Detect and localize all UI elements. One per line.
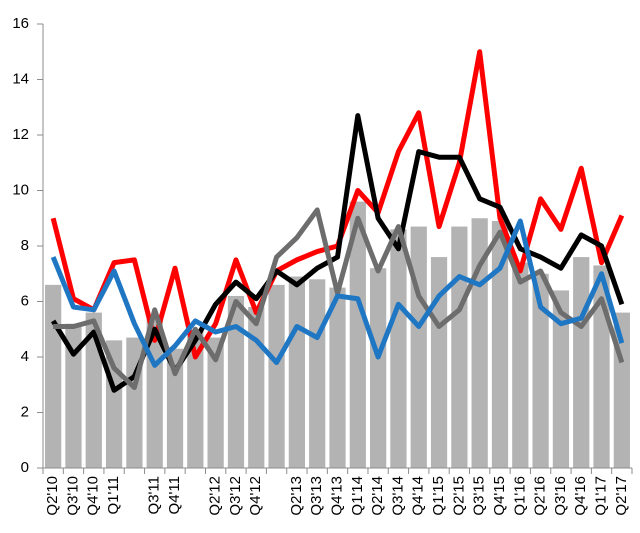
bar <box>166 348 184 468</box>
bar <box>207 337 224 468</box>
bar <box>451 226 468 468</box>
x-tick-label: Q3'16 <box>552 476 569 516</box>
x-tick-label: Q3'11 <box>146 476 163 514</box>
x-tick-label: Q4'14 <box>410 476 427 516</box>
bar <box>532 273 549 468</box>
bar <box>45 284 62 468</box>
x-tick-label: Q1'17 <box>593 476 610 516</box>
x-tick-label: Q1'16 <box>511 476 528 516</box>
bar <box>410 226 427 468</box>
y-tick-label: 10 <box>12 181 29 198</box>
y-tick-label: 4 <box>21 348 29 365</box>
x-tick-label: Q2'17 <box>613 476 630 516</box>
bar <box>248 307 265 468</box>
bar <box>552 290 570 468</box>
bar <box>349 201 366 468</box>
bar <box>573 257 590 468</box>
y-tick-label: 14 <box>12 70 29 87</box>
x-tick-label: Q4'13 <box>328 476 345 516</box>
x-tick-label: Q2'12 <box>207 476 224 516</box>
bar <box>491 221 509 468</box>
bar <box>309 279 326 468</box>
bar <box>85 312 102 468</box>
x-tick-label: Q4'12 <box>247 476 264 516</box>
bar <box>65 323 82 468</box>
x-tick-label: Q3'12 <box>227 476 244 516</box>
line <box>50 218 625 368</box>
x-tick-label: Q2'10 <box>44 476 61 516</box>
x-tick-label: Q2'14 <box>369 476 386 516</box>
x-tick-label: Q4'11 <box>166 476 183 514</box>
bar <box>329 287 346 468</box>
x-tick-label: Q4'10 <box>85 476 102 516</box>
x-tick-label: Q2'15 <box>450 476 467 516</box>
x-tick-label: Q3'10 <box>64 476 81 516</box>
x-tick-label: Q2'16 <box>532 476 549 516</box>
x-tick-label: Q1'14 <box>349 476 366 516</box>
bar <box>512 262 529 468</box>
x-tick-label: Q1'15 <box>430 476 447 516</box>
y-tick-label: 12 <box>12 126 29 143</box>
x-tick-label: Q3'14 <box>389 476 406 516</box>
x-tick-label: Q1'11 <box>105 476 122 514</box>
bar <box>430 257 448 468</box>
x-tick-label: Q3'15 <box>471 476 488 516</box>
bar <box>288 276 306 468</box>
x-tick-label: Q3'13 <box>308 476 325 516</box>
y-tick-label: 2 <box>21 403 29 420</box>
x-tick-label: Q4'16 <box>572 476 589 516</box>
y-tick-label: 6 <box>21 292 29 309</box>
line <box>53 207 625 391</box>
bar <box>369 268 387 468</box>
bar <box>268 284 285 468</box>
bar <box>227 295 245 468</box>
x-tick-label: Q4'15 <box>491 476 508 516</box>
y-tick-label: 16 <box>12 15 29 32</box>
y-tick-label: 0 <box>21 459 29 476</box>
x-tick-label: Q2'13 <box>288 476 305 516</box>
y-tick-label: 8 <box>21 237 29 254</box>
bar <box>390 229 407 468</box>
bar <box>187 329 204 468</box>
